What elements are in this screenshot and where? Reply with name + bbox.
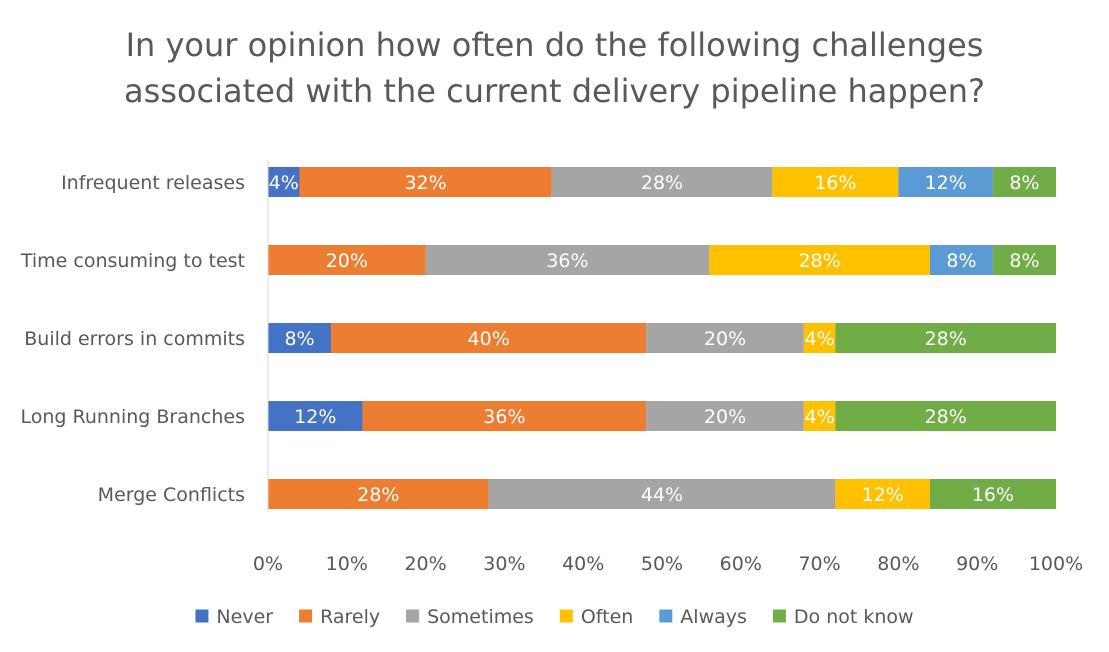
category-label: Infrequent releases <box>61 172 245 194</box>
data-label: 8% <box>946 250 976 272</box>
data-label: 36% <box>483 406 525 428</box>
data-label: 36% <box>546 250 588 272</box>
data-label: 12% <box>294 406 336 428</box>
x-tick-label: 30% <box>483 553 525 575</box>
bar-segment <box>268 245 426 275</box>
legend-label: Rarely <box>320 606 380 628</box>
data-label: 32% <box>404 172 446 194</box>
x-tick-label: 40% <box>562 553 604 575</box>
category-label: Build errors in commits <box>24 328 245 350</box>
x-tick-label: 80% <box>877 553 919 575</box>
legend-swatch <box>195 609 209 623</box>
data-label: 20% <box>704 328 746 350</box>
legend-swatch <box>559 609 573 623</box>
bar-segment <box>992 245 1056 275</box>
bar-segment <box>268 323 332 353</box>
data-label: 4% <box>269 172 299 194</box>
bar-segment <box>898 167 993 197</box>
bar-segment <box>299 167 552 197</box>
data-label: 16% <box>814 172 856 194</box>
category-label: Long Running Branches <box>20 406 245 428</box>
chart-title: In your opinion how often do the followi… <box>0 22 1109 114</box>
data-label: 12% <box>925 172 967 194</box>
bar-segment <box>551 167 773 197</box>
bar-segment <box>425 245 710 275</box>
legend-label: Sometimes <box>427 606 534 628</box>
data-label: 8% <box>1009 250 1039 272</box>
bar-segment <box>929 479 1056 509</box>
legend-label: Do not know <box>794 606 914 628</box>
bar-segment <box>362 401 647 431</box>
x-tick-label: 50% <box>641 553 683 575</box>
category-label: Time consuming to test <box>20 250 245 272</box>
legend-swatch <box>299 609 313 623</box>
category-label: Merge Conflicts <box>98 484 245 506</box>
x-tick-label: 100% <box>1029 553 1083 575</box>
legend-swatch <box>772 609 786 623</box>
bar-segment <box>646 401 804 431</box>
data-label: 44% <box>641 484 683 506</box>
bars-layer: 4% 32% 28% 16% 12% 8% 20% 36% 28% 8% 8% 8% 40% 20% 4% 2… <box>268 167 1056 509</box>
legend-label: Never <box>216 606 273 628</box>
bar-segment <box>268 401 363 431</box>
data-label: 28% <box>798 250 840 272</box>
data-label: 8% <box>284 328 314 350</box>
x-tick-label: 90% <box>956 553 998 575</box>
legend-swatch <box>406 609 420 623</box>
bar-segment <box>803 323 836 353</box>
data-label: 28% <box>357 484 399 506</box>
chart-title-line-1: In your opinion how often do the followi… <box>125 26 984 64</box>
x-tick-label: 10% <box>326 553 368 575</box>
bar-segment <box>929 245 993 275</box>
data-label: 8% <box>1009 172 1039 194</box>
legend: Never Rarely Sometimes Often Always Do not kn… <box>195 606 914 628</box>
bar-segment <box>772 167 899 197</box>
bar-segment <box>709 245 930 275</box>
chart-title-line-2: associated with the current delivery pip… <box>124 72 985 110</box>
data-label: 40% <box>468 328 510 350</box>
bar-segment <box>268 167 300 197</box>
bar-segment <box>646 323 804 353</box>
bar-segment <box>992 167 1056 197</box>
data-label: 16% <box>972 484 1014 506</box>
bar-segment <box>835 323 1056 353</box>
legend-label: Always <box>680 606 747 628</box>
legend-swatch <box>659 609 673 623</box>
data-label: 28% <box>925 328 967 350</box>
bar-segment <box>331 323 647 353</box>
bar-segment <box>268 479 489 509</box>
bar-segment <box>835 479 930 509</box>
axis-layer: Infrequent releases Time consuming to tes… <box>20 160 1083 575</box>
bar-segment <box>803 401 836 431</box>
x-tick-label: 0% <box>253 553 283 575</box>
data-label: 20% <box>704 406 746 428</box>
x-tick-label: 60% <box>720 553 762 575</box>
data-label: 28% <box>925 406 967 428</box>
bar-segment <box>835 401 1056 431</box>
bar-segment <box>488 479 836 509</box>
x-tick-label: 70% <box>798 553 840 575</box>
data-label: 20% <box>326 250 368 272</box>
x-tick-label: 20% <box>404 553 446 575</box>
data-label: 4% <box>805 328 835 350</box>
legend-label: Often <box>581 606 634 628</box>
data-label: 28% <box>641 172 683 194</box>
data-label: 12% <box>862 484 904 506</box>
data-label: 4% <box>805 406 835 428</box>
